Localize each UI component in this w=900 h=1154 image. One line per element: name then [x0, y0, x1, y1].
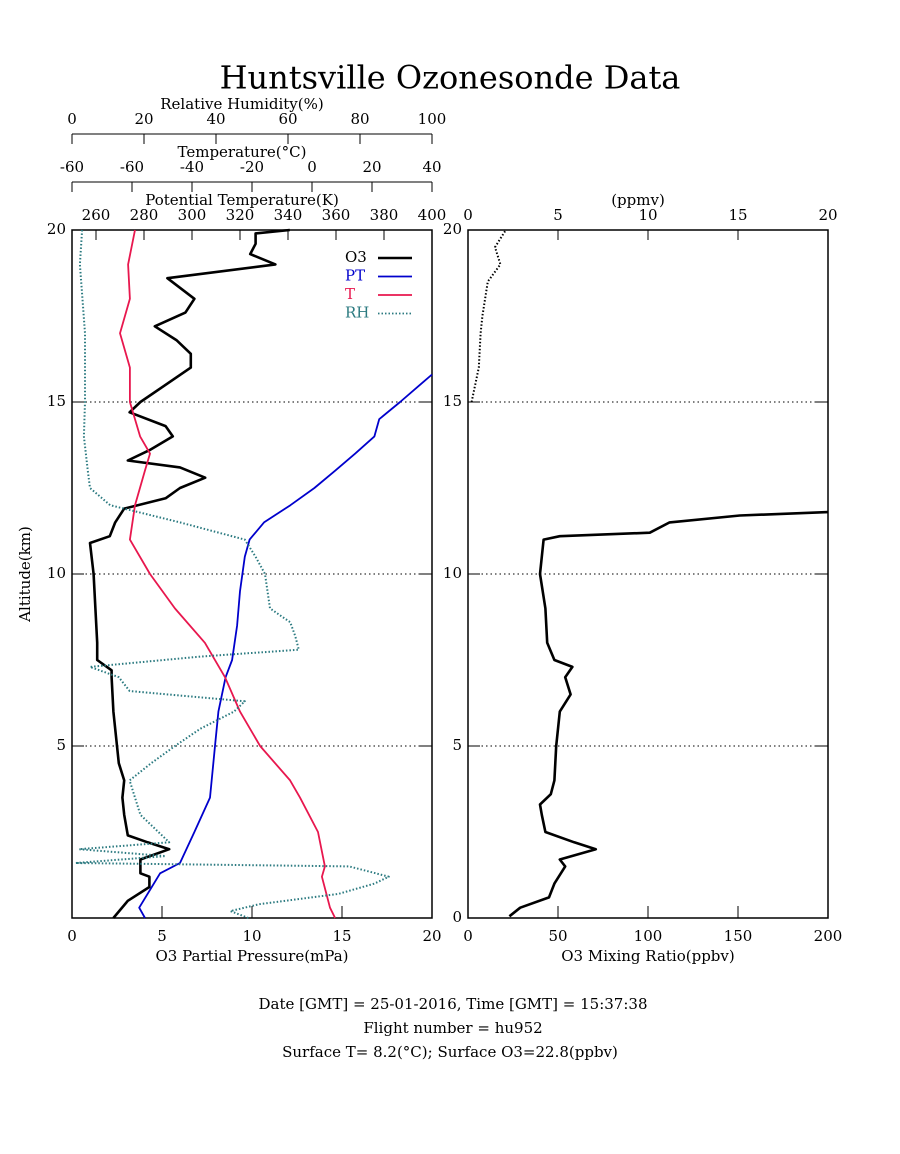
footer-line: Date [GMT] = 25-01-2016, Time [GMT] = 15… [258, 995, 647, 1013]
top-tick-label: 20 [362, 158, 381, 176]
x-tick-label: 150 [724, 927, 753, 945]
top-tick-label: -60 [60, 158, 84, 176]
top-axis-label: (ppmv) [611, 191, 665, 209]
legend-label: O3 [345, 248, 367, 266]
legend-label: T [345, 285, 355, 303]
top-tick-label: 400 [418, 206, 447, 224]
series-line [88, 228, 290, 919]
x-axis-label: O3 Mixing Ratio(ppbv) [561, 947, 734, 965]
x-tick-label: 50 [548, 927, 567, 945]
top-tick-label: 320 [226, 206, 255, 224]
top-tick-label: -60 [120, 158, 144, 176]
y-tick-label: 0 [452, 908, 462, 926]
series-line [119, 229, 336, 919]
y-tick-label: 15 [47, 392, 66, 410]
top-tick-label: 340 [274, 206, 303, 224]
x-tick-label: 0 [463, 927, 473, 945]
top-axis-label: Temperature(°C) [178, 143, 307, 161]
x-tick-label: 100 [634, 927, 663, 945]
top-axis-label: Relative Humidity(%) [160, 95, 323, 113]
y-axis-label: Altitude(km) [16, 526, 34, 623]
y-tick-label: 5 [452, 736, 462, 754]
top-axis-label: Potential Temperature(K) [145, 191, 339, 209]
x-tick-label: 5 [157, 927, 167, 945]
top-tick-label: 360 [322, 206, 351, 224]
x-tick-label: 15 [332, 927, 351, 945]
footer-line: Flight number = hu952 [363, 1019, 542, 1037]
y-tick-label: 10 [443, 564, 462, 582]
series-line [138, 373, 433, 919]
top-tick-label: 0 [463, 206, 473, 224]
legend-label: RH [345, 304, 369, 322]
title: Huntsville Ozonesonde Data [220, 59, 681, 97]
top-tick-label: 280 [130, 206, 159, 224]
top-tick-label: -20 [240, 158, 264, 176]
y-tick-label: 5 [56, 736, 66, 754]
legend-label: PT [345, 267, 365, 285]
series-line [508, 510, 829, 918]
x-tick-label: 20 [422, 927, 441, 945]
top-tick-label: 80 [350, 110, 369, 128]
top-tick-label: 5 [553, 206, 563, 224]
top-tick-label: 40 [206, 110, 225, 128]
y-tick-label: 15 [443, 392, 462, 410]
x-tick-label: 200 [814, 927, 843, 945]
top-tick-label: 15 [728, 206, 747, 224]
top-tick-label: -40 [180, 158, 204, 176]
top-tick-label: 20 [134, 110, 153, 128]
y-tick-label: 10 [47, 564, 66, 582]
y-tick-label: 20 [443, 220, 462, 238]
top-tick-label: 260 [82, 206, 111, 224]
x-tick-label: 10 [242, 927, 261, 945]
top-tick-label: 0 [67, 110, 77, 128]
series-line [470, 229, 507, 403]
x-axis-label: O3 Partial Pressure(mPa) [155, 947, 348, 965]
top-tick-label: 60 [278, 110, 297, 128]
x-tick-label: 0 [67, 927, 77, 945]
top-tick-label: 10 [638, 206, 657, 224]
top-tick-label: 380 [370, 206, 399, 224]
top-tick-label: 100 [418, 110, 447, 128]
top-tick-label: 0 [307, 158, 317, 176]
top-tick-label: 300 [178, 206, 207, 224]
footer-line: Surface T= 8.2(°C); Surface O3=22.8(ppbv… [282, 1043, 618, 1061]
y-tick-label: 20 [47, 220, 66, 238]
top-tick-label: 40 [422, 158, 441, 176]
top-tick-label: 20 [818, 206, 837, 224]
